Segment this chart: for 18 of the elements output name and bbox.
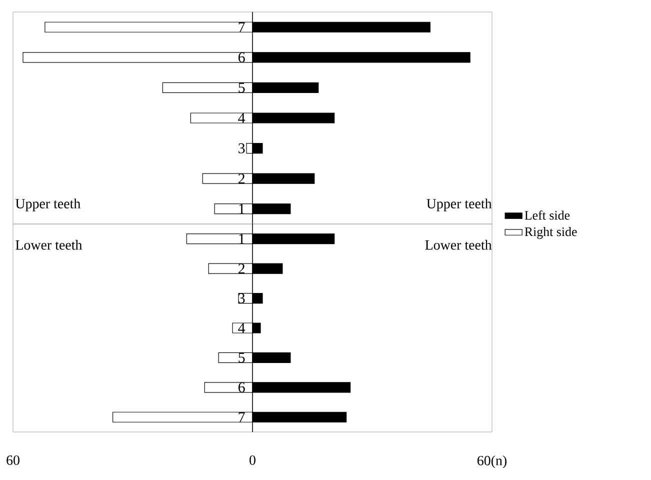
legend-label: Right side	[524, 227, 577, 239]
y-tick-label: 7	[238, 22, 245, 32]
annotation: Lower teeth	[425, 240, 492, 250]
x-tick-label: 60	[6, 456, 20, 465]
annotation: Lower teeth	[16, 240, 82, 250]
y-tick-label: 4	[238, 113, 246, 123]
annotation: Upper teeth	[426, 198, 492, 212]
y-tick-label: 2	[238, 174, 244, 184]
y-tick-label: 3	[238, 143, 245, 154]
legend-label: Left side	[524, 210, 570, 220]
x-tick-label: 60(n)	[478, 455, 507, 468]
y-tick-label: 6	[238, 382, 245, 392]
annotation: Upper teeth	[16, 198, 80, 212]
y-tick-label: 4	[238, 323, 246, 333]
x-tick-label: 0	[250, 456, 256, 465]
y-tick-label: 2	[238, 264, 244, 274]
y-tick-label: 7	[238, 412, 245, 422]
y-tick-label: 6	[238, 52, 245, 62]
